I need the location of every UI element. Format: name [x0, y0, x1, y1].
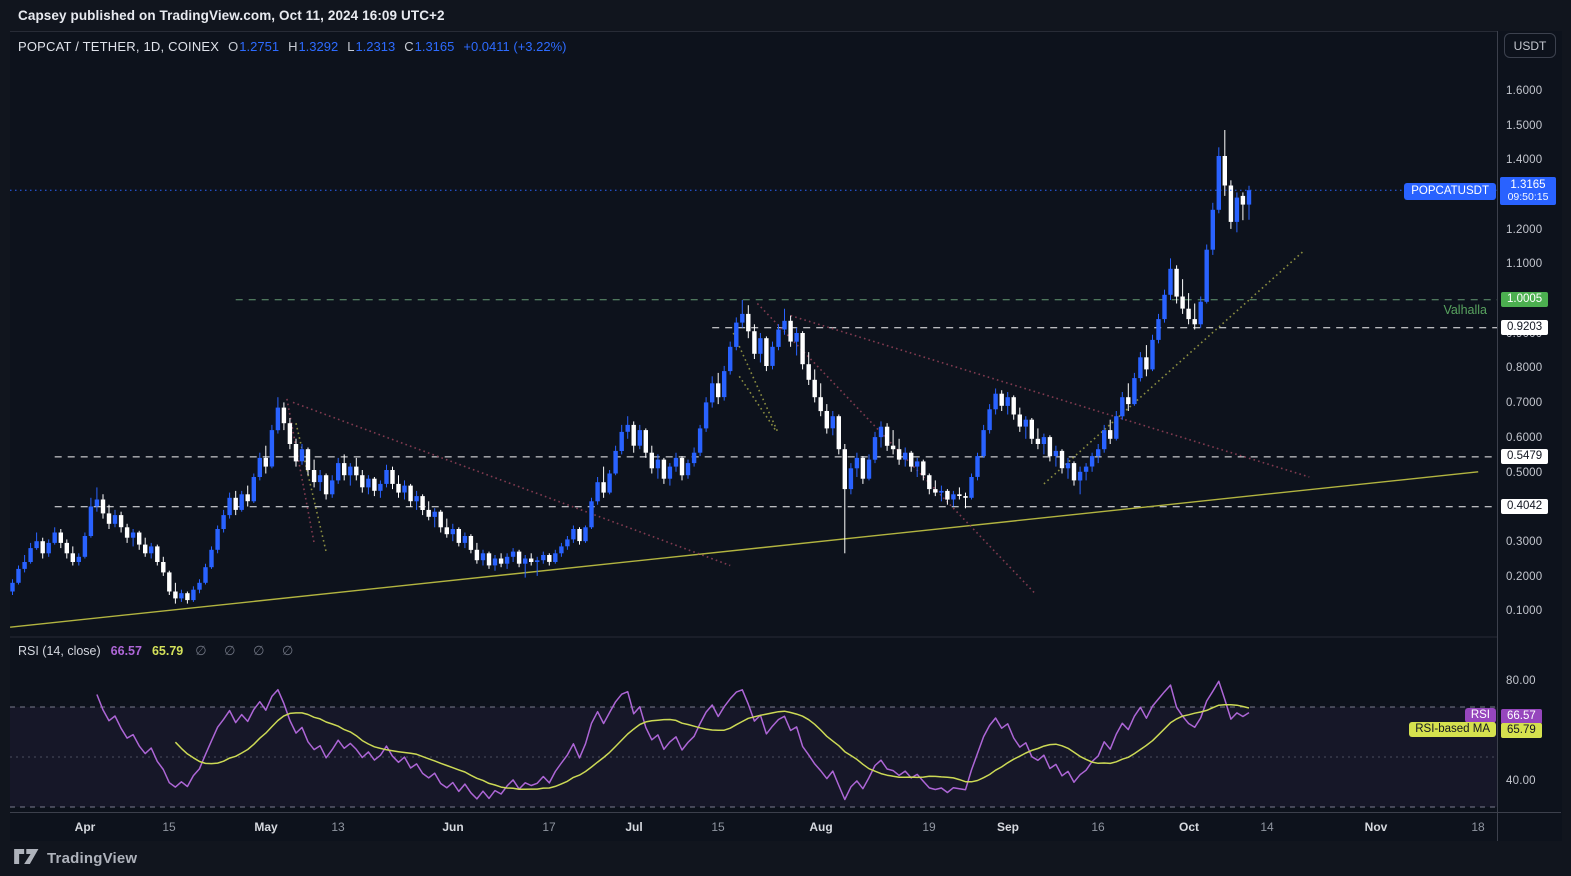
price-tick: 0.8000: [1506, 362, 1543, 374]
rsi-ma-value: 65.79: [151, 644, 184, 658]
rsi-bands: [10, 706, 1497, 808]
price-tick: 0.2000: [1506, 571, 1543, 583]
footer-bar: TradingView: [0, 841, 1571, 876]
bar-close-countdown: 09:50:15: [1507, 191, 1549, 203]
time-tick: 17: [542, 820, 556, 834]
time-tick: Sep: [996, 820, 1019, 834]
time-axis-corner-separator: [1497, 813, 1498, 842]
current-price-value: 1.3165: [1510, 179, 1546, 191]
time-tick: 19: [922, 820, 936, 834]
publish-text: Capsey published on TradingView.com, Oct…: [18, 8, 445, 23]
rsi-value: 66.57: [110, 644, 142, 658]
ohlc-open: O 1.2751: [228, 38, 280, 54]
current-price-badge: 1.3165 09:50:15: [1500, 177, 1556, 205]
rsi-ma-flag: RSI-based MA: [1409, 722, 1496, 737]
rsi-hidden-value-icons: ∅ ∅ ∅ ∅: [195, 643, 301, 658]
tradingview-logo-text: TradingView: [47, 850, 138, 867]
rsi-axis-tick: 40.00: [1506, 775, 1536, 787]
ohlc-close: C 1.3165: [404, 38, 455, 54]
drawing-may-wedge-dotted[interactable]: [295, 423, 327, 552]
drawing-may-peak-downtrend-steep[interactable]: [286, 398, 315, 544]
price-tick: 0.6000: [1506, 432, 1543, 444]
time-tick: Oct: [1178, 820, 1199, 834]
rsi-line: [96, 680, 1250, 801]
drawing-jul-peak-downtrend-steep[interactable]: [756, 302, 1036, 594]
time-tick: 13: [331, 820, 345, 834]
rsi-flag: RSI: [1464, 708, 1496, 723]
price-level-badge: 0.9203: [1501, 320, 1549, 335]
price-tick: 0.1000: [1506, 605, 1543, 617]
price-tick: 0.7000: [1506, 397, 1543, 409]
ohlc-high: H 1.3292: [288, 38, 339, 54]
symbol-price-flag: POPCATUSDT: [1404, 183, 1496, 200]
symbol-title: POPCAT / TETHER, 1D, COINEX: [18, 38, 220, 54]
price-tick: 0.3000: [1506, 536, 1543, 548]
price-tick: 1.2000: [1506, 224, 1543, 236]
symbol-legend: POPCAT / TETHER, 1D, COINEX O 1.2751 H 1.3…: [18, 37, 567, 55]
rsi-value-badge: 66.57: [1501, 709, 1542, 724]
price-tick: 0.5000: [1506, 467, 1543, 479]
time-tick: 14: [1260, 820, 1274, 834]
price-tick: 1.6000: [1506, 85, 1543, 97]
rsi-ma-value-badge: 65.79: [1501, 723, 1542, 738]
rsi-title: RSI (14, close): [18, 644, 101, 658]
ohlc-low: L 1.2313: [347, 38, 396, 54]
time-tick: Jul: [625, 820, 643, 834]
rsi-axis-tick: 80.00: [1506, 675, 1536, 687]
drawing-jul-wedge-a[interactable]: [732, 332, 780, 434]
time-tick: Apr: [74, 820, 96, 834]
time-tick: 15: [711, 820, 725, 834]
price-level-badge: 1.0005: [1501, 292, 1549, 307]
time-tick: 16: [1091, 820, 1105, 834]
candles: [10, 130, 1252, 604]
time-tick: 15: [162, 820, 176, 834]
drawing-long-uptrend-support[interactable]: [10, 471, 1479, 628]
drawing-jul-peak2-downtrend-long[interactable]: [790, 314, 1310, 478]
tradingview-logo-icon: [14, 848, 40, 869]
time-axis[interactable]: Apr 15 May 13 Jun 17 Jul 15 Aug 19 Sep 16 Oct 14 Nov 18: [10, 812, 1561, 842]
publish-bar: Capsey published on TradingView.com, Oct…: [0, 0, 1571, 31]
price-tick: 1.1000: [1506, 258, 1543, 270]
rsi-ma-line: [174, 703, 1250, 791]
time-tick: May: [254, 820, 278, 834]
price-level-badge: 0.5479: [1501, 449, 1549, 464]
ohlc-change: +0.0411 (+3.22%): [463, 38, 567, 54]
tradingview-logo[interactable]: TradingView: [14, 848, 138, 869]
price-tick: 1.5000: [1506, 120, 1543, 132]
rsi-legend: RSI (14, close) 66.57 65.79 ∅ ∅ ∅ ∅: [18, 642, 300, 660]
drawing-may-peak-downtrend-long[interactable]: [292, 401, 731, 567]
time-tick: Nov: [1364, 820, 1388, 834]
drawing-steep-uptrend-dotted[interactable]: [1043, 250, 1304, 485]
price-tick: 1.4000: [1506, 154, 1543, 166]
time-tick: 18: [1471, 820, 1485, 834]
time-tick: Aug: [809, 820, 833, 834]
drawing-jul-wedge-b[interactable]: [738, 375, 777, 431]
chart-widget-background: [10, 31, 1561, 843]
currency-toggle-button[interactable]: USDT: [1504, 33, 1556, 58]
price-level-badge: 0.4042: [1501, 499, 1549, 514]
time-tick: Jun: [442, 820, 464, 834]
price-axis[interactable]: 1.60001.50001.40001.20001.10000.90000.80…: [1497, 31, 1562, 841]
valhalla-level-label: Valhalla: [1443, 303, 1487, 317]
